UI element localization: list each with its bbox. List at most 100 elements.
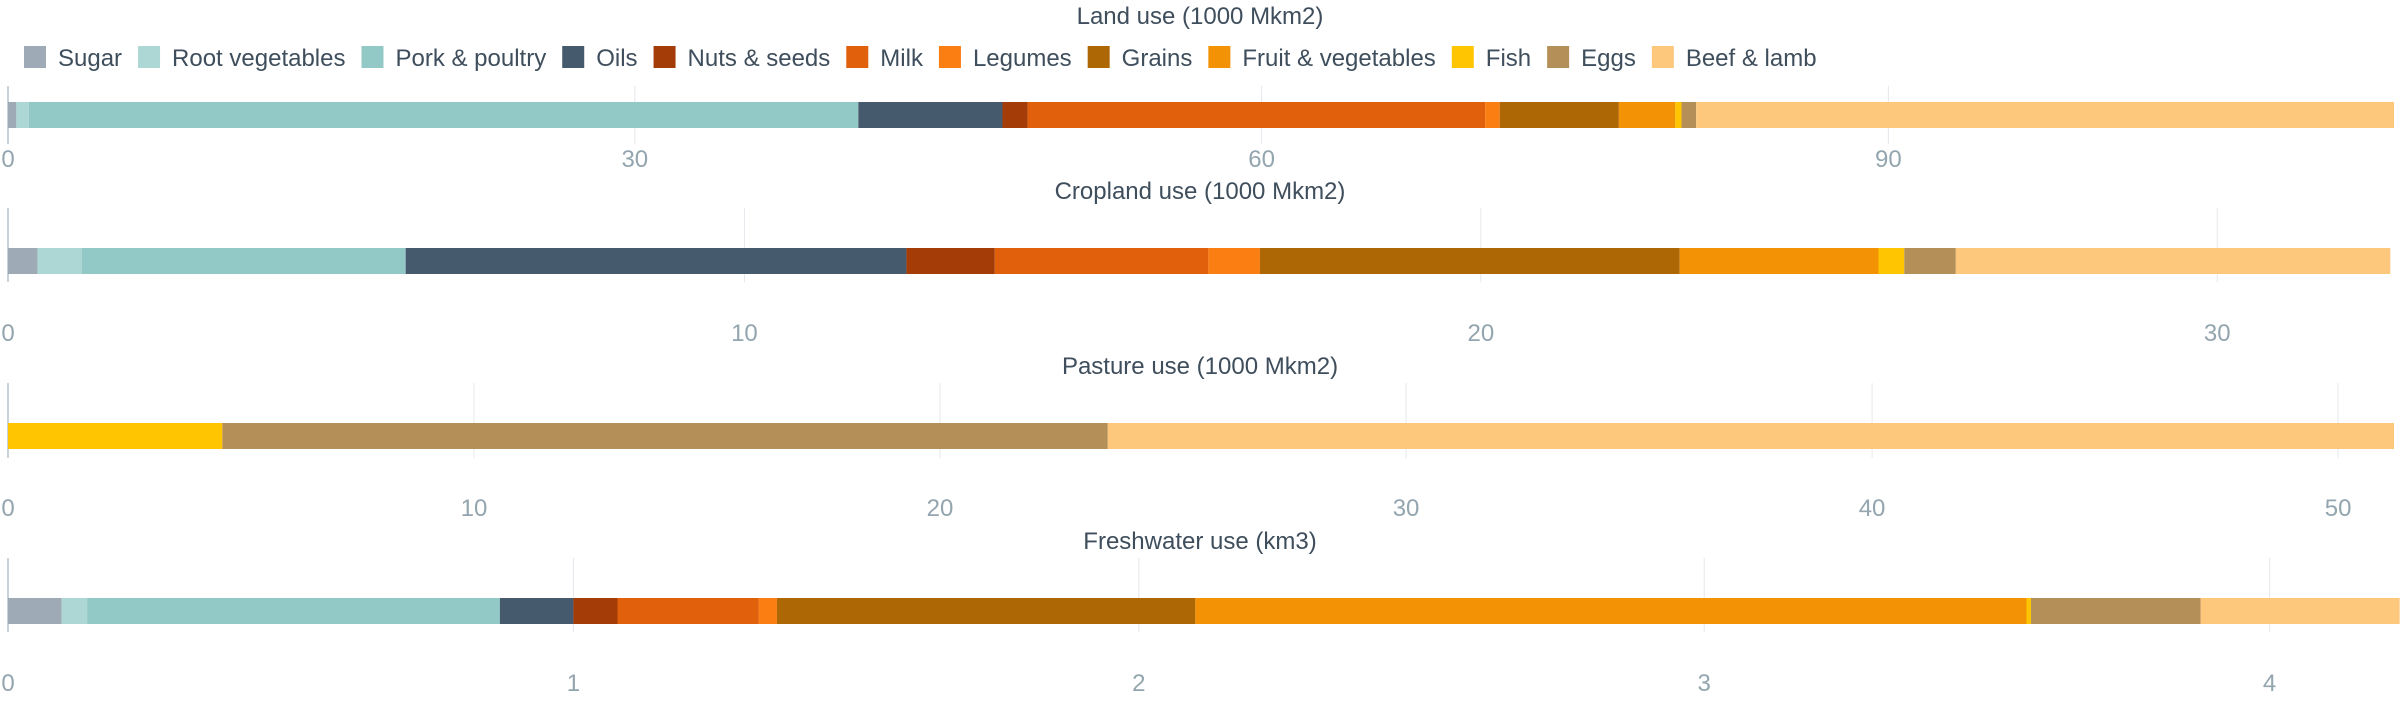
legend-item-pork-and-poultry: Pork & poultry	[361, 45, 546, 72]
legend-swatch-oils	[562, 46, 585, 68]
panel-title: Freshwater use (km3)	[1083, 528, 1316, 555]
legend-item-fruit-and-vegetables: Fruit & vegetables	[1208, 45, 1436, 72]
bar-segment-fish[interactable]	[1675, 102, 1682, 128]
bar-segment-root-vegetables[interactable]	[16, 102, 29, 128]
bar-segment-root-vegetables[interactable]	[37, 248, 82, 274]
tick-label: 0	[1, 495, 14, 522]
tick-label: 60	[1248, 146, 1275, 173]
bar-segment-fruit-and-vegetables[interactable]	[1618, 102, 1676, 128]
panel-land-use-1000-mkm2: Land use (1000 Mkm2) 0 30 60 90	[1, 3, 2394, 173]
bar-segment-grains[interactable]	[776, 598, 1196, 624]
legend-item-root-vegetables: Root vegetables	[138, 45, 345, 72]
bar-segment-eggs[interactable]	[1681, 102, 1697, 128]
legend-swatch-grains	[1087, 46, 1110, 68]
bar-segment-sugar[interactable]	[8, 102, 17, 128]
legend-swatch-milk	[846, 46, 869, 68]
bar-segment-milk[interactable]	[617, 598, 759, 624]
tick-label: 30	[1393, 495, 1420, 522]
legend-swatch-fruit-and-vegetables	[1208, 46, 1231, 68]
tick-label: 0	[1, 320, 14, 347]
tick-label: 40	[1859, 495, 1886, 522]
legend-swatch-beef-and-lamb	[1651, 46, 1674, 68]
legend-label-oils: Oils	[596, 45, 637, 72]
bar-segment-beef-and-lamb[interactable]	[1955, 248, 2391, 274]
bar-segment-eggs[interactable]	[2031, 598, 2201, 624]
bar-segment-fish[interactable]	[8, 423, 223, 449]
legend-swatch-sugar	[24, 46, 46, 68]
legend-label-fish: Fish	[1486, 45, 1531, 72]
bar-segment-nuts-and-seeds[interactable]	[573, 598, 618, 624]
bar-segment-legumes[interactable]	[1208, 248, 1260, 274]
panel-title: Pasture use (1000 Mkm2)	[1062, 353, 1338, 380]
bar-segment-fish[interactable]	[2026, 598, 2032, 624]
legend-label-milk: Milk	[880, 45, 924, 72]
legend-item-eggs: Eggs	[1547, 45, 1636, 72]
legend-swatch-fish	[1451, 46, 1474, 68]
bar-segment-pork-and-poultry[interactable]	[81, 248, 406, 274]
tick-label: 0	[1, 670, 14, 697]
bar-segment-milk[interactable]	[1027, 102, 1486, 128]
panel-title: Cropland use (1000 Mkm2)	[1055, 178, 1346, 205]
bar-segment-grains[interactable]	[1499, 102, 1619, 128]
tick-label: 4	[2263, 670, 2276, 697]
panel-cropland-use-1000-mkm2: Cropland use (1000 Mkm2) 0 10 20 30	[1, 178, 2391, 347]
bar-segment-eggs[interactable]	[222, 423, 1108, 449]
panel-pasture-use-1000-mkm2: Pasture use (1000 Mkm2) 0 10 20 30 40 50	[1, 353, 2394, 522]
tick-label: 20	[927, 495, 954, 522]
bar-segment-fruit-and-vegetables[interactable]	[1195, 598, 2027, 624]
bar-segment-nuts-and-seeds[interactable]	[1002, 102, 1028, 128]
tick-label: 20	[1467, 320, 1494, 347]
bar-segment-milk[interactable]	[994, 248, 1209, 274]
tick-label: 10	[461, 495, 488, 522]
tick-label: 50	[2325, 495, 2352, 522]
tick-label: 90	[1875, 146, 1902, 173]
legend-item-legumes: Legumes	[938, 45, 1072, 72]
legend-item-oils: Oils	[562, 45, 638, 72]
bar-segment-legumes[interactable]	[758, 598, 777, 624]
bar-segment-beef-and-lamb[interactable]	[2200, 598, 2400, 624]
panel-freshwater-use-km3: Freshwater use (km3) 0 1 2 3 4	[1, 528, 2400, 697]
legend-label-pork-and-poultry: Pork & poultry	[395, 45, 546, 72]
legend-swatch-root-vegetables	[138, 46, 161, 68]
legend-item-milk: Milk	[846, 45, 924, 72]
bar-segment-pork-and-poultry[interactable]	[87, 598, 500, 624]
bar-segment-eggs[interactable]	[1904, 248, 1956, 274]
legend: Sugar Root vegetables Pork & poultry Oils Nu…	[24, 45, 1817, 72]
tick-label: 30	[2204, 320, 2231, 347]
bar-segment-pork-and-poultry[interactable]	[28, 102, 859, 128]
bar-segment-root-vegetables[interactable]	[61, 598, 88, 624]
bar-segment-fish[interactable]	[1878, 248, 1905, 274]
legend-label-nuts-and-seeds: Nuts & seeds	[688, 45, 831, 72]
tick-label: 10	[731, 320, 758, 347]
tick-label: 2	[1132, 670, 1145, 697]
legend-label-sugar: Sugar	[58, 45, 122, 72]
bar-segment-sugar[interactable]	[8, 248, 38, 274]
tick-label: 3	[1698, 670, 1711, 697]
panel-title: Land use (1000 Mkm2)	[1077, 3, 1324, 30]
bar-segment-oils[interactable]	[499, 598, 574, 624]
bar-segment-nuts-and-seeds[interactable]	[906, 248, 995, 274]
legend-swatch-pork-and-poultry	[361, 46, 384, 68]
bar-segment-beef-and-lamb[interactable]	[1107, 423, 2394, 449]
bar-segment-oils[interactable]	[405, 248, 907, 274]
bar-segment-grains[interactable]	[1259, 248, 1680, 274]
bar-segment-sugar[interactable]	[8, 598, 62, 624]
legend-label-fruit-and-vegetables: Fruit & vegetables	[1242, 45, 1435, 72]
bar-segment-beef-and-lamb[interactable]	[1696, 102, 2394, 128]
tick-label: 1	[567, 670, 580, 697]
legend-label-root-vegetables: Root vegetables	[172, 45, 345, 72]
legend-label-eggs: Eggs	[1581, 45, 1636, 72]
bar-segment-fruit-and-vegetables[interactable]	[1679, 248, 1879, 274]
legend-swatch-legumes	[938, 46, 961, 68]
bar-segment-legumes[interactable]	[1485, 102, 1500, 128]
legend-label-grains: Grains	[1122, 45, 1193, 72]
legend-item-sugar: Sugar	[24, 45, 122, 72]
tick-label: 30	[621, 146, 648, 173]
bar-segment-oils[interactable]	[858, 102, 1003, 128]
tick-label: 0	[1, 146, 14, 173]
legend-item-grains: Grains	[1087, 45, 1193, 72]
legend-item-nuts-and-seeds: Nuts & seeds	[653, 45, 831, 72]
legend-label-legumes: Legumes	[973, 45, 1072, 72]
